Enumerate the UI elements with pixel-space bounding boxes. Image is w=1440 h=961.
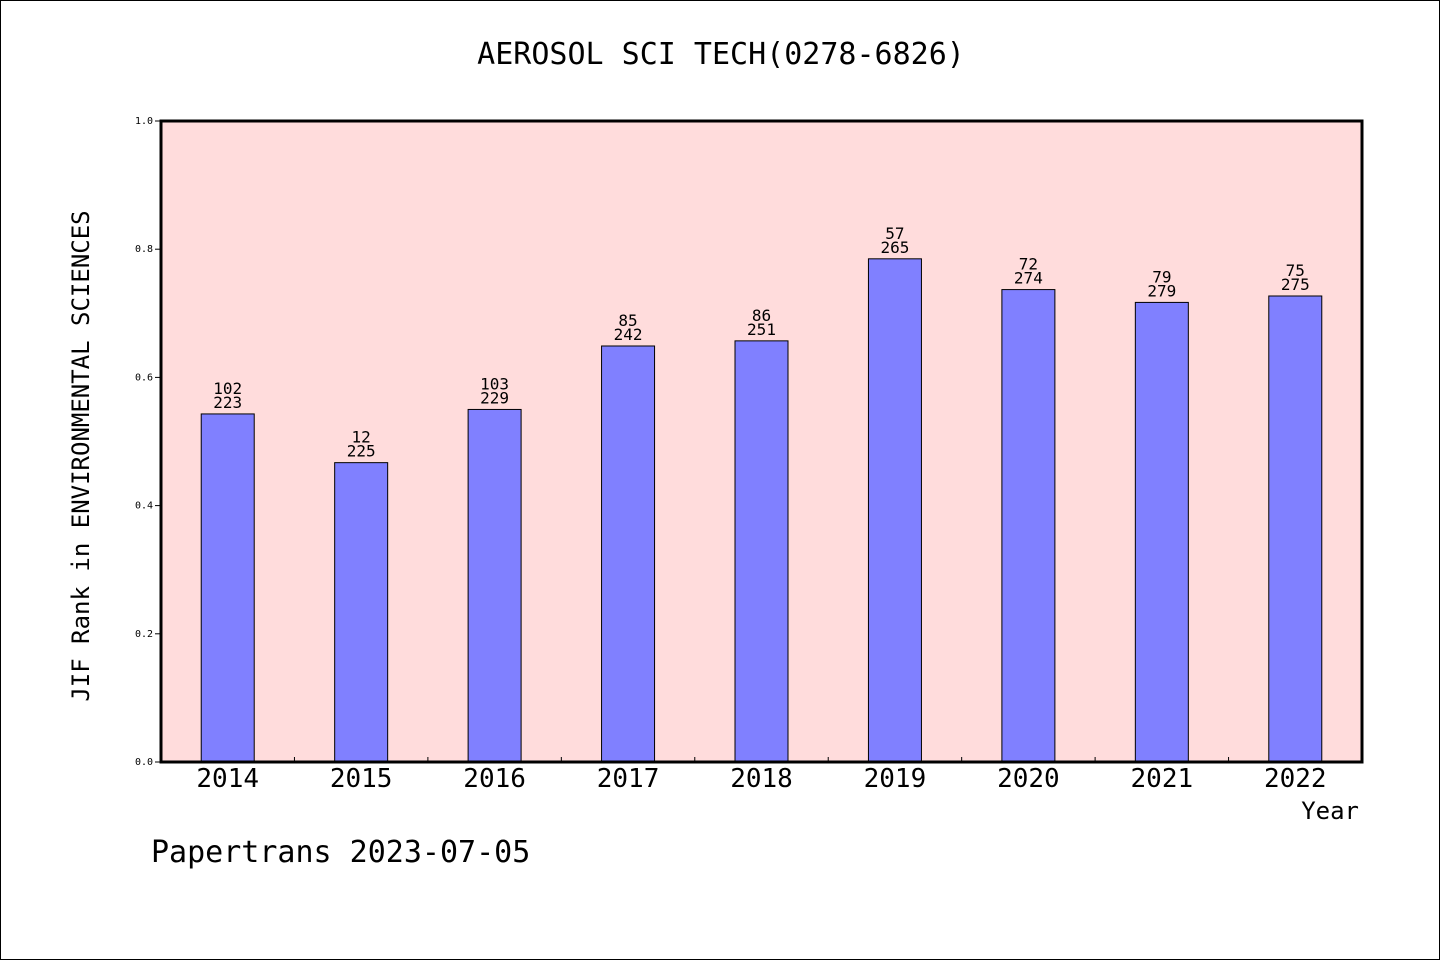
plot-frame (159, 119, 1364, 764)
axes-group: 0.0 0.2 0.4 0.6 0.8 1.0 2014 2015 2016 2017 2018 20… (135, 116, 1327, 794)
bar (867, 258, 922, 763)
x-tick-label: 2020 (997, 764, 1060, 794)
bar-rank-label: 86 (752, 306, 771, 325)
bar (1268, 295, 1323, 763)
x-tick-label: 2015 (330, 764, 393, 794)
bar (601, 345, 656, 763)
footer-credit: Papertrans 2023-07-05 (151, 835, 531, 870)
y-tick-label: 0.0 (135, 757, 153, 768)
bar-rank-label: 79 (1152, 267, 1171, 286)
y-tick-label: 0.4 (135, 501, 153, 512)
bar-rank-label: 57 (885, 224, 904, 243)
bar-total-label: 223 (213, 393, 242, 412)
y-tick-label: 0.8 (135, 244, 153, 255)
bar-rank-label: 85 (618, 311, 637, 330)
bar-rank-label: 102 (213, 379, 242, 398)
bar (467, 408, 522, 763)
bar-rank-label: 72 (1019, 255, 1038, 274)
bar (1134, 301, 1189, 763)
bar (1001, 289, 1056, 763)
chart-title: AEROSOL SCI TECH(0278-6826) (477, 37, 965, 72)
bar-total-label: 275 (1281, 275, 1310, 294)
y-tick-label: 1.0 (135, 116, 153, 127)
x-tick-label: 2014 (196, 764, 259, 794)
x-tick-label: 2019 (864, 764, 927, 794)
x-tick-label: 2021 (1131, 764, 1194, 794)
x-axis-label: Year (1301, 797, 1359, 825)
y-tick-label: 0.6 (135, 372, 153, 383)
bar-rank-label: 12 (352, 428, 371, 447)
bar-total-label: 274 (1014, 269, 1043, 288)
x-tick-label: 2016 (463, 764, 526, 794)
bar-total-label: 225 (347, 442, 376, 461)
bar-rank-label: 103 (480, 374, 509, 393)
x-tick-label: 2022 (1264, 764, 1327, 794)
bar-rank-label: 75 (1286, 261, 1305, 280)
x-tick-label: 2018 (730, 764, 793, 794)
bar-total-label: 279 (1147, 281, 1176, 300)
bar (734, 340, 789, 763)
x-tick-label: 2017 (597, 764, 660, 794)
y-tick-label: 0.2 (135, 629, 153, 640)
bar-total-label: 251 (747, 320, 776, 339)
bar (200, 413, 255, 763)
bar-total-label: 229 (480, 388, 509, 407)
bar-total-label: 242 (614, 325, 643, 344)
bar-total-label: 265 (880, 238, 909, 257)
bar (334, 462, 389, 763)
